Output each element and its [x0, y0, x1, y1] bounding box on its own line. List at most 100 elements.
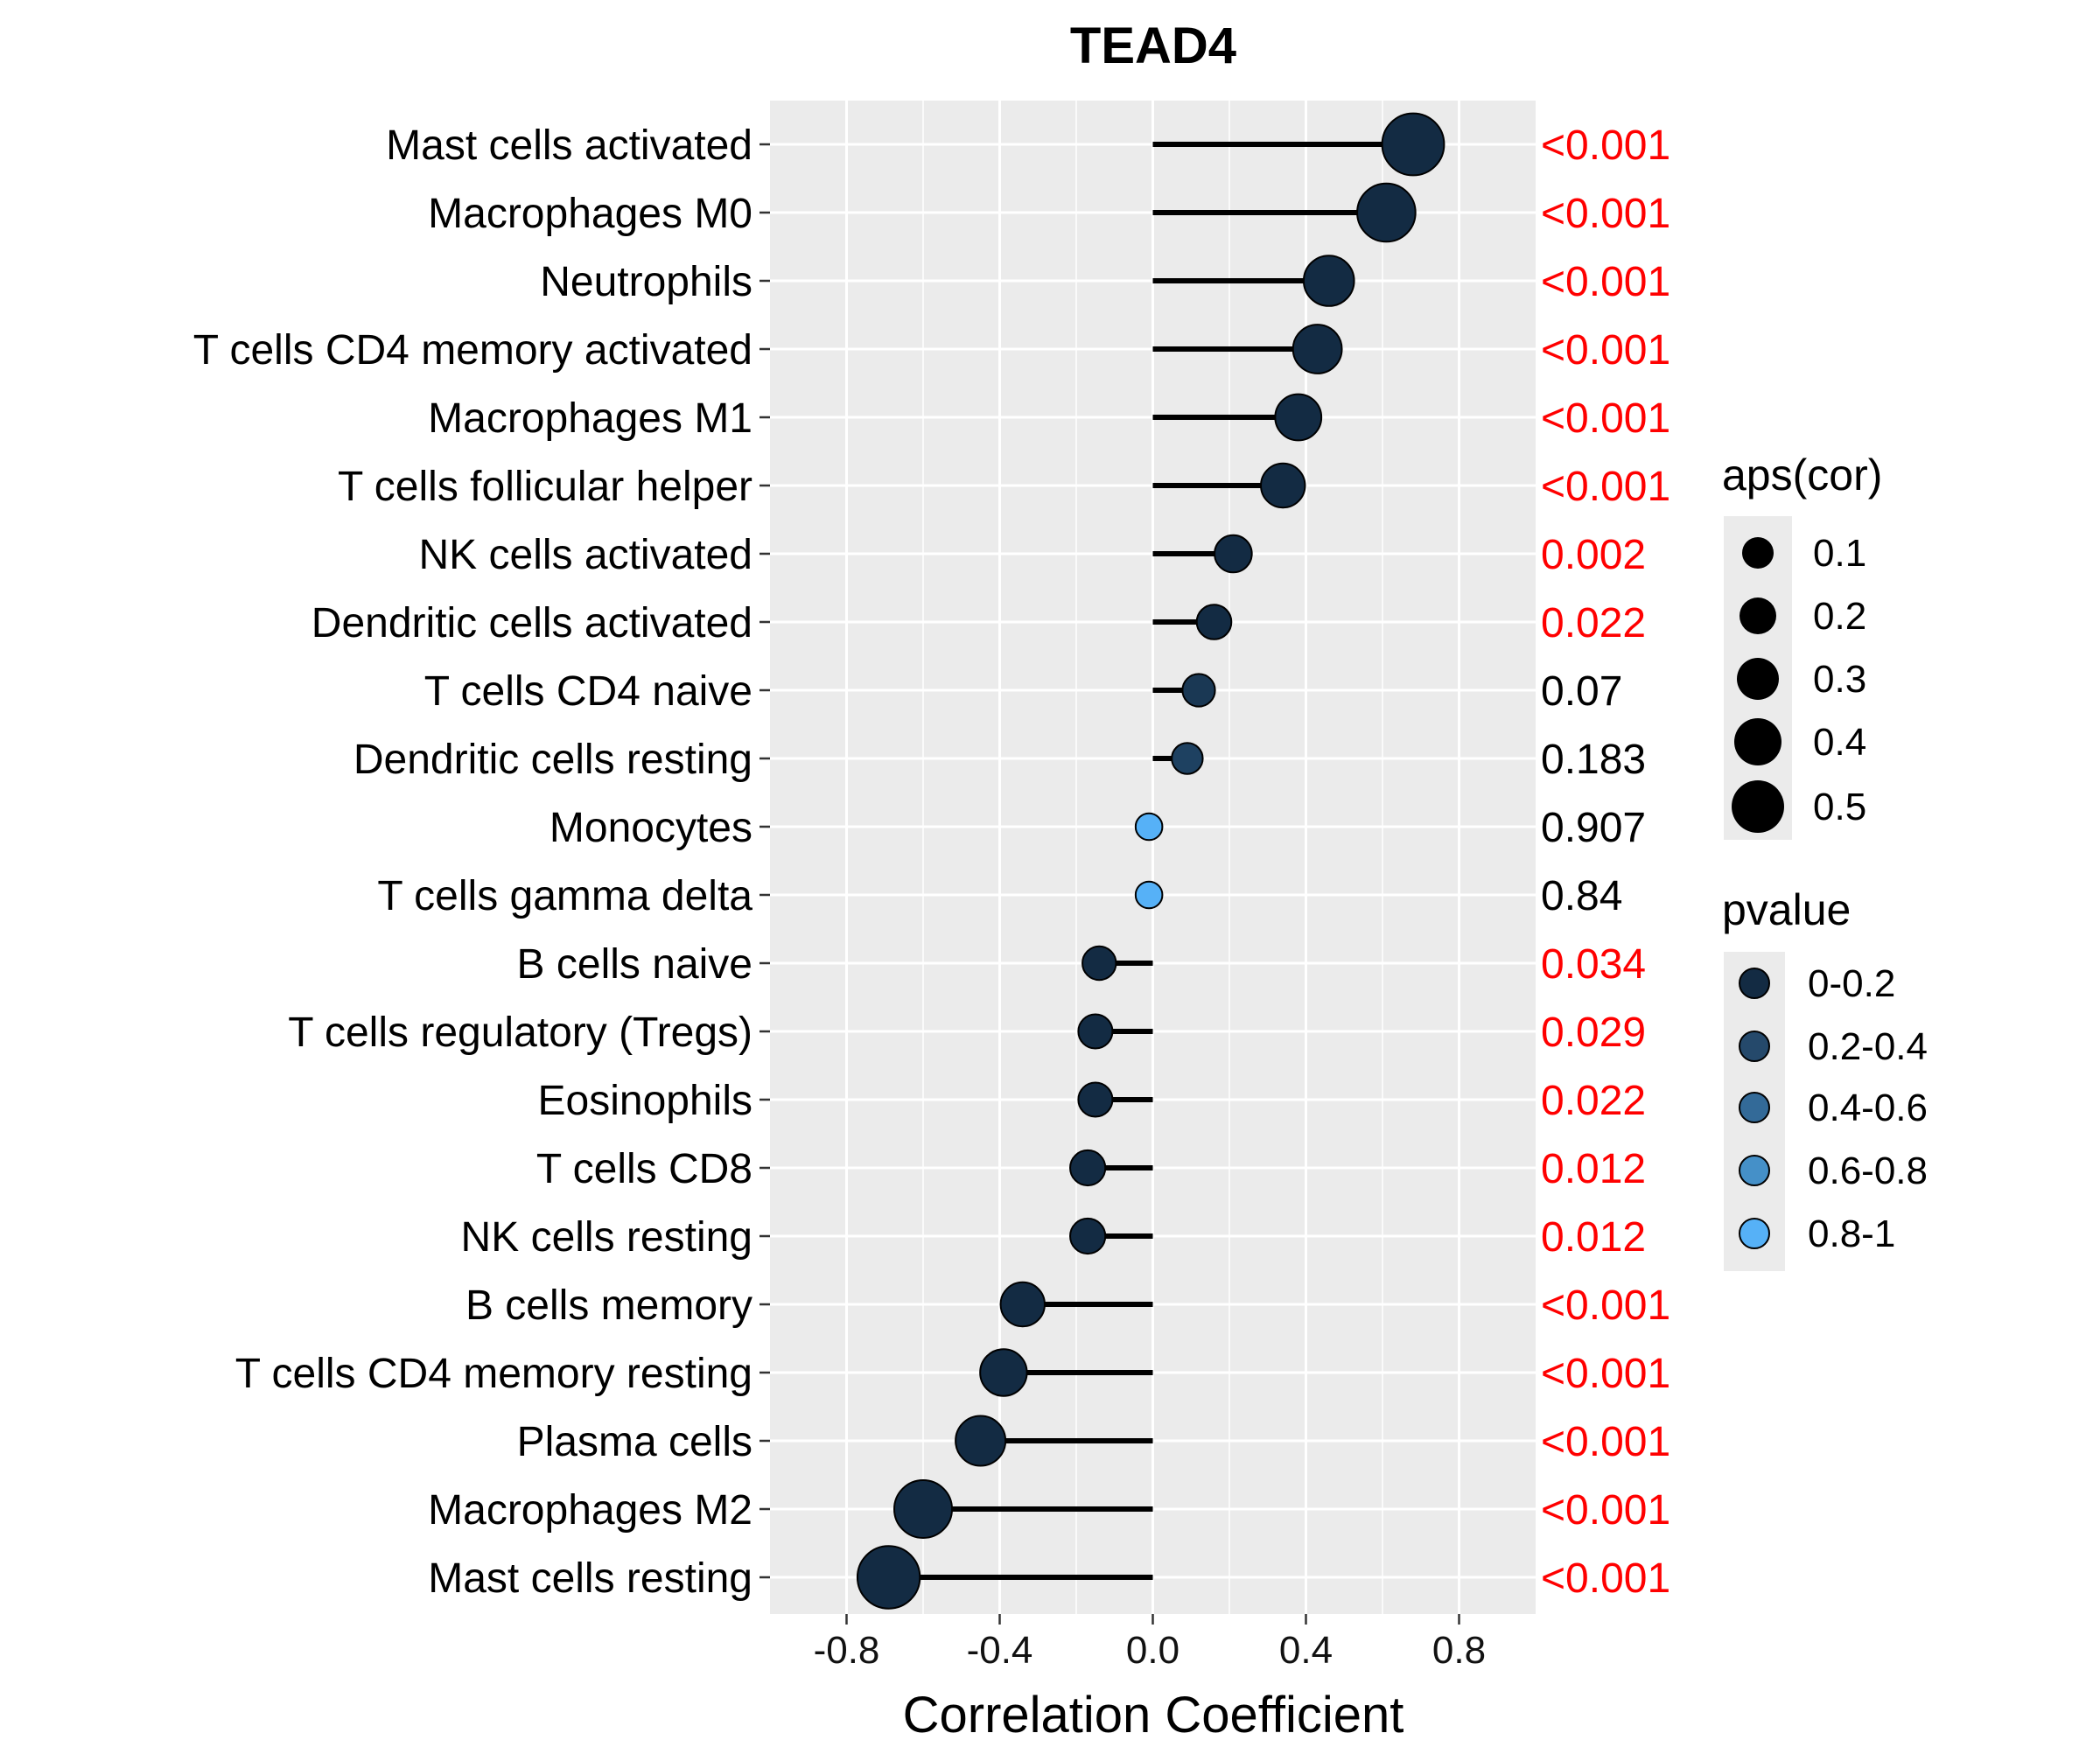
category-label: T cells gamma delta [377, 873, 752, 919]
size-legend-label: 0.2 [1813, 595, 1866, 638]
size-legend-key [1737, 658, 1779, 700]
x-tick-label: 0.8 [1432, 1629, 1486, 1672]
category-label: T cells regulatory (Tregs) [288, 1010, 752, 1056]
category-label: Dendritic cells activated [312, 600, 752, 646]
color-legend-key [1739, 1218, 1770, 1249]
pvalue-label: 0.002 [1541, 532, 1646, 578]
color-legend-items: 0-0.2 0.2-0.4 0.4-0.6 0.6-0.8 0.8-1 [1739, 962, 1928, 1255]
pvalue-label: 0.012 [1541, 1214, 1646, 1261]
x-tick-label: -0.4 [967, 1629, 1033, 1672]
pvalue-label: 0.012 [1541, 1146, 1646, 1192]
category-label: Macrophages M0 [428, 191, 752, 237]
category-label: T cells CD4 naive [424, 668, 752, 715]
category-label: T cells CD4 memory resting [235, 1351, 752, 1397]
data-point [1260, 462, 1306, 509]
pvalue-labels: <0.001 <0.001 <0.001 <0.001 <0.001 <0.001 0.00… [1541, 122, 1670, 1602]
pvalue-label: <0.001 [1541, 464, 1670, 510]
color-legend-key [1739, 1092, 1770, 1123]
category-label: T cells CD8 [536, 1146, 752, 1192]
category-label: Mast cells resting [428, 1555, 752, 1602]
category-label: NK cells activated [419, 532, 753, 578]
category-label: Mast cells activated [386, 122, 752, 169]
category-label: T cells follicular helper [338, 464, 752, 510]
data-point [1292, 324, 1343, 374]
size-legend: aps(cor) 0.1 0.2 0.3 0.4 0.5 [1722, 451, 1882, 840]
pvalue-label: 0.907 [1541, 805, 1646, 851]
pvalue-label: 0.022 [1541, 600, 1646, 646]
size-legend-items: 0.1 0.2 0.3 0.4 0.5 [1732, 532, 1866, 833]
data-point [856, 1545, 921, 1610]
data-point [1356, 182, 1417, 243]
color-legend-key [1739, 1155, 1770, 1186]
pvalue-label: <0.001 [1541, 259, 1670, 305]
pvalue-label: 0.029 [1541, 1010, 1646, 1056]
points [856, 112, 1446, 1610]
pvalue-label: 0.022 [1541, 1078, 1646, 1124]
color-legend-label: 0.6-0.8 [1808, 1150, 1928, 1192]
pvalue-label: <0.001 [1541, 122, 1670, 169]
x-axis-ticks: -0.8 -0.4 0.0 0.4 0.8 [814, 1614, 1486, 1672]
category-label: Plasma cells [517, 1419, 752, 1465]
category-label: Neutrophils [540, 259, 752, 305]
chart-title: TEAD4 [1070, 17, 1236, 74]
category-label: B cells memory [466, 1282, 752, 1329]
data-point [1381, 112, 1446, 177]
data-point [955, 1415, 1007, 1467]
color-legend-title: pvalue [1722, 885, 1851, 934]
pvalue-label: 0.84 [1541, 873, 1622, 919]
data-point [999, 1281, 1046, 1328]
data-point [1077, 1081, 1114, 1118]
category-label: B cells naive [517, 941, 752, 988]
x-tick-label: 0.0 [1126, 1629, 1180, 1672]
data-point [1069, 1217, 1107, 1255]
data-point [1214, 534, 1253, 574]
size-legend-label: 0.3 [1813, 658, 1866, 701]
pvalue-label: 0.183 [1541, 737, 1646, 783]
size-legend-label: 0.5 [1813, 786, 1866, 828]
color-legend: pvalue 0-0.2 0.2-0.4 0.4-0.6 0.6-0.8 0.8-1 [1722, 885, 1928, 1271]
data-point [1302, 255, 1355, 307]
data-point [893, 1479, 953, 1539]
size-legend-key [1732, 780, 1784, 833]
color-legend-key [1739, 1031, 1770, 1062]
color-legend-label: 0.4-0.6 [1808, 1087, 1928, 1129]
data-point [1082, 945, 1117, 982]
category-label: Dendritic cells resting [354, 737, 752, 783]
data-point [1077, 1013, 1114, 1050]
data-point [1134, 812, 1164, 842]
category-label: T cells CD4 memory activated [193, 327, 752, 374]
data-point [1195, 604, 1233, 640]
pvalue-label: <0.001 [1541, 395, 1670, 442]
color-legend-label: 0.8-1 [1808, 1212, 1895, 1255]
data-point [1181, 673, 1216, 708]
color-legend-label: 0-0.2 [1808, 962, 1895, 1005]
x-axis-title: Correlation Coefficient [903, 1687, 1404, 1744]
pvalue-label: 0.034 [1541, 941, 1646, 988]
size-legend-title: aps(cor) [1722, 451, 1882, 500]
category-label: Macrophages M1 [428, 395, 752, 442]
pvalue-label: <0.001 [1541, 327, 1670, 374]
category-label: Macrophages M2 [428, 1487, 752, 1534]
size-legend-key [1742, 537, 1774, 569]
size-legend-label: 0.1 [1813, 532, 1866, 575]
pvalue-label: <0.001 [1541, 1351, 1670, 1397]
category-label: NK cells resting [461, 1214, 752, 1261]
pvalue-label: <0.001 [1541, 191, 1670, 237]
pvalue-label: <0.001 [1541, 1419, 1670, 1465]
size-legend-key [1740, 597, 1776, 634]
pvalue-label: <0.001 [1541, 1555, 1670, 1602]
pvalue-label: <0.001 [1541, 1487, 1670, 1534]
color-legend-key [1739, 968, 1770, 999]
x-tick-label: 0.4 [1279, 1629, 1333, 1672]
data-point [1274, 393, 1323, 442]
category-labels: Mast cells activated Macrophages M0 Neutro… [193, 122, 770, 1602]
size-legend-key [1734, 718, 1782, 765]
category-label: Monocytes [550, 805, 752, 851]
category-label: Eosinophils [538, 1078, 752, 1124]
data-point [1134, 880, 1164, 910]
data-point [1069, 1149, 1107, 1187]
color-legend-label: 0.2-0.4 [1808, 1025, 1928, 1068]
pvalue-label: 0.07 [1541, 668, 1622, 715]
